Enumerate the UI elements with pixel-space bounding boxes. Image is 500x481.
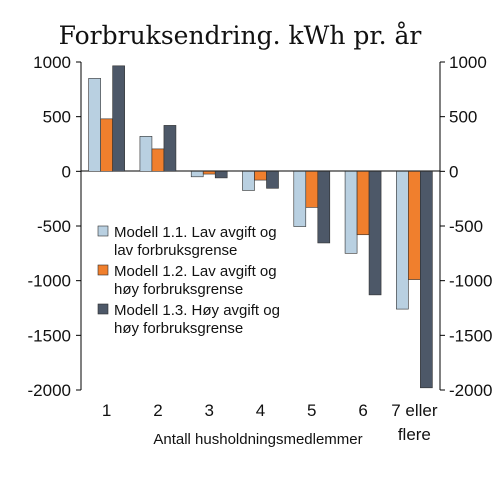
left-y-axis: 1000 500 0 -500 -1000 -1500 -2000 <box>28 53 81 400</box>
bar-series-1-cat-2 <box>139 136 153 172</box>
bar-series-2-cat-1 <box>100 118 113 172</box>
bar-series-1-cat-1 <box>88 78 101 172</box>
legend-swatch-2 <box>97 264 109 276</box>
x-tick-label: 1 <box>102 401 111 420</box>
x-tick-label: 6 <box>358 401 367 420</box>
left-tick-label: 1000 <box>33 53 71 72</box>
bar-series-2-cat-2 <box>151 148 165 172</box>
right-tick-label: -500 <box>449 217 483 236</box>
bar-series-3-cat-6 <box>368 171 382 296</box>
bar-series-2-cat-3 <box>202 171 216 175</box>
right-tick-label: -2000 <box>449 381 492 400</box>
x-tick-label: 4 <box>256 401 265 420</box>
x-tick-label: 2 <box>153 401 162 420</box>
bar-series-3-cat-1 <box>112 65 125 172</box>
x-tick-label: 5 <box>307 401 316 420</box>
legend-label: Modell 1.1. Lav avgift og <box>114 224 277 241</box>
left-tick-label: 500 <box>43 108 71 127</box>
bar-series-3-cat-7 <box>420 171 433 389</box>
right-tick-label: 1000 <box>449 53 487 72</box>
legend-label: høy forbruksgrense <box>114 281 243 298</box>
bar-series-3-cat-4 <box>266 171 279 189</box>
bar-series-2-cat-5 <box>305 171 319 208</box>
right-tick-label: -1500 <box>449 326 492 345</box>
left-tick-label: -2000 <box>28 381 71 400</box>
right-tick-label: 500 <box>449 108 477 127</box>
x-axis: 1 2 3 4 5 6 7 eller flere <box>102 401 438 444</box>
bar-series-2-cat-6 <box>356 171 370 236</box>
legend-swatch-1 <box>97 225 109 237</box>
x-tick-label: 3 <box>204 401 213 420</box>
left-tick-label: -500 <box>37 217 71 236</box>
bar-series-1-cat-5 <box>293 171 307 227</box>
x-axis-title: Antall husholdningsmedlemmer <box>153 431 362 448</box>
chart-title: Forbruksendring. kWh pr. år <box>59 21 422 50</box>
bar-series-2-cat-7 <box>408 171 421 280</box>
bars <box>88 65 433 389</box>
bar-series-1-cat-6 <box>344 171 358 254</box>
bar-series-1-cat-3 <box>190 171 204 178</box>
bar-series-3-cat-5 <box>317 171 331 244</box>
right-tick-label: 0 <box>449 162 458 181</box>
left-tick-label: -1500 <box>28 326 71 345</box>
bar-series-1-cat-4 <box>242 171 255 191</box>
left-tick-label: 0 <box>62 162 71 181</box>
right-y-axis: 1000 500 0 -500 -1000 -1500 -2000 <box>440 53 492 400</box>
left-tick-label: -1000 <box>28 272 71 291</box>
legend-label: Modell 1.3. Høy avgift og <box>114 302 280 319</box>
x-tick-label: 7 eller <box>391 401 438 420</box>
x-tick-label: flere <box>398 425 431 444</box>
legend-label: Modell 1.2. Lav avgift og <box>114 263 277 280</box>
bar-series-2-cat-4 <box>254 171 267 181</box>
bar-series-1-cat-7 <box>396 171 409 310</box>
legend-label: lav forbruksgrense <box>114 242 237 259</box>
legend-label: høy forbruksgrense <box>114 320 243 337</box>
right-tick-label: -1000 <box>449 272 492 291</box>
legend-swatch-3 <box>97 303 109 315</box>
bar-series-3-cat-3 <box>214 171 228 179</box>
bar-series-3-cat-2 <box>163 125 177 172</box>
